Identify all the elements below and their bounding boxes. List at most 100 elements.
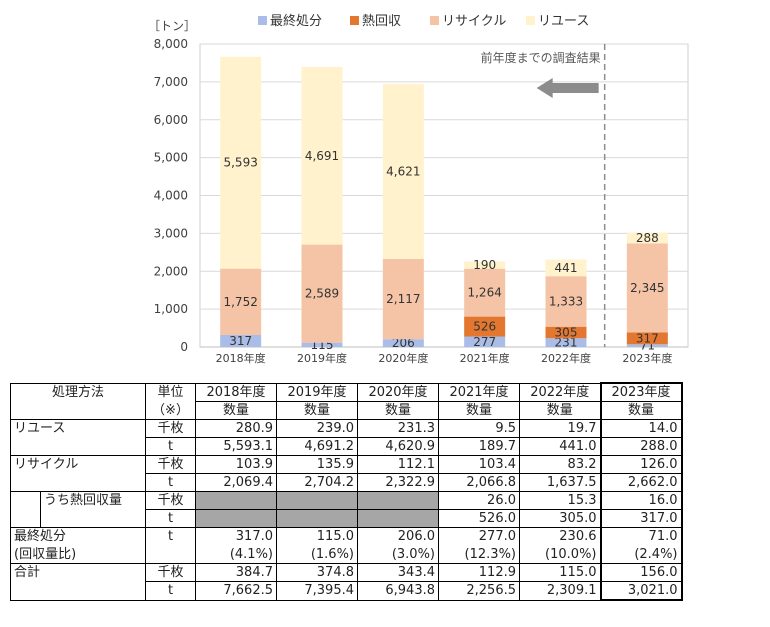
legend-swatch	[258, 16, 267, 25]
row-label-blank	[10, 437, 146, 456]
data-label: 231	[555, 336, 578, 350]
bar-segment	[301, 244, 343, 343]
row-label-ratio: (回収量比)	[10, 545, 146, 564]
table-cell: 305.0	[519, 509, 601, 528]
table-cell: 206.0	[357, 527, 439, 546]
table-cell: 2,066.8	[438, 473, 520, 492]
table-cell: 231.3	[357, 419, 439, 438]
header-year: 2021年度	[438, 382, 520, 402]
bar-segment	[626, 232, 668, 244]
row-label-total: 合計	[10, 563, 146, 582]
row-label-recycle: リサイクル	[10, 455, 146, 474]
bar-segment	[626, 332, 668, 345]
header-qty: 数量	[438, 401, 520, 420]
table-cell: 239.0	[276, 419, 358, 438]
table-cell: 135.9	[276, 455, 358, 474]
row-label-blank	[10, 473, 146, 492]
row-unit: t	[145, 509, 196, 528]
bar-segment	[545, 276, 587, 327]
row-unit: t	[145, 437, 196, 456]
header-year: 2019年度	[276, 382, 358, 402]
bar-segment	[382, 259, 424, 340]
y-tick-label: 4,000	[154, 189, 188, 203]
table-cell: 317.0	[599, 509, 683, 528]
table-cell-empty	[276, 491, 358, 510]
table-cell-empty	[195, 491, 277, 510]
stacked-bar-chart: 0 1,000 2,000 3,000 4,000 5,000 6,000 7,000 8,00…	[148, 13, 689, 365]
header-unit: 単位	[145, 382, 196, 402]
legend-swatch	[430, 16, 439, 25]
table-cell: (10.0%)	[519, 545, 601, 564]
bar-segment	[301, 66, 343, 245]
row-unit: 千枚	[145, 491, 196, 510]
bar-segment	[545, 259, 587, 277]
data-label: 206	[392, 336, 415, 350]
bar-segment	[626, 344, 668, 347]
table-cell: 71.0	[599, 527, 683, 546]
bar-segment	[464, 336, 506, 347]
table-cell: 374.8	[276, 563, 358, 582]
header-year: 2018年度	[195, 382, 277, 402]
x-tick-label: 2021年度	[460, 351, 510, 365]
table-cell: 83.2	[519, 455, 601, 474]
header-qty: 数量	[357, 401, 439, 420]
table-cell-empty	[357, 509, 439, 528]
bar-segment	[220, 268, 262, 335]
table-cell: 6,943.8	[357, 581, 439, 601]
table-cell: 4,691.2	[276, 437, 358, 456]
y-tick-label: 7,000	[154, 75, 188, 89]
data-label: 2,589	[305, 287, 339, 301]
table-cell: (12.3%)	[438, 545, 520, 564]
y-tick-label: 2,000	[154, 264, 188, 278]
row-unit	[145, 545, 196, 564]
legend-swatch	[526, 16, 535, 25]
table-cell: 103.9	[195, 455, 277, 474]
x-tick-label: 2023年度	[622, 351, 672, 365]
table-cell: 26.0	[438, 491, 520, 510]
row-label-final-disposal: 最終処分	[10, 527, 146, 546]
table-cell: 230.6	[519, 527, 601, 546]
table-cell: 7,395.4	[276, 581, 358, 601]
header-year: 2022年度	[519, 382, 601, 402]
table-cell: 7,662.5	[195, 581, 277, 601]
row-label-reuse: リユース	[10, 419, 146, 438]
table-cell: 126.0	[599, 455, 683, 474]
table-cell: 280.9	[195, 419, 277, 438]
y-tick-label: 8,000	[154, 37, 188, 51]
x-tick-label: 2022年度	[541, 351, 591, 365]
bar-segment	[626, 243, 668, 333]
table-cell: 2,704.2	[276, 473, 358, 492]
header-qty: 数量	[276, 401, 358, 420]
data-label: 526	[473, 320, 496, 334]
bar-segment	[220, 56, 262, 269]
table-cell: 343.4	[357, 563, 439, 582]
data-label: 317	[636, 331, 659, 345]
table-cell: (1.6%)	[276, 545, 358, 564]
row-unit: t	[145, 473, 196, 492]
row-unit: t	[145, 581, 196, 601]
table-cell: 277.0	[438, 527, 520, 546]
data-label: 305	[555, 325, 578, 339]
header-year: 2020年度	[357, 382, 439, 402]
x-tick-label: 2019年度	[297, 351, 347, 365]
table-cell: 15.3	[519, 491, 601, 510]
table-cell-empty	[357, 491, 439, 510]
table-cell: 189.7	[438, 437, 520, 456]
data-label: 2,345	[630, 281, 664, 295]
bar-segment	[545, 326, 587, 339]
row-label-blank	[10, 581, 146, 601]
left-arrow-icon	[536, 78, 599, 98]
table-cell: 156.0	[599, 563, 683, 582]
table-cell: 2,256.5	[438, 581, 520, 601]
table-cell: 115.0	[276, 527, 358, 546]
row-unit: 千枚	[145, 455, 196, 474]
table-cell-empty	[276, 509, 358, 528]
legend-label: 熱回収	[362, 14, 401, 29]
y-tick-label: 1,000	[154, 302, 188, 316]
data-label: 288	[636, 231, 659, 245]
data-label: 5,593	[223, 156, 257, 170]
table-cell: 2,309.1	[519, 581, 601, 601]
table-cell: (3.0%)	[357, 545, 439, 564]
table-cell-empty	[195, 509, 277, 528]
table-cell: 1,637.5	[519, 473, 601, 492]
